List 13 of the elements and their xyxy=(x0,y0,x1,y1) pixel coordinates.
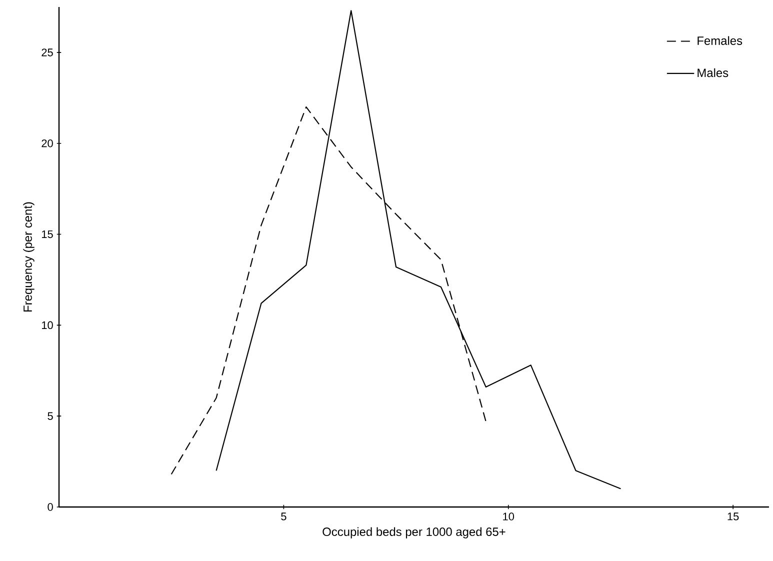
y-tick-label: 5 xyxy=(48,412,53,420)
x-tick-label: 5 xyxy=(281,512,286,520)
legend-label: Males xyxy=(698,68,728,78)
legend-label: Females xyxy=(698,36,742,45)
x-tick-label: 10 xyxy=(503,512,514,520)
x-tick-label: 15 xyxy=(728,512,739,520)
y-tick-label: 15 xyxy=(42,230,53,238)
y-tick-label: 25 xyxy=(42,48,53,56)
x-axis-title: Occupied beds per 1000 aged 65+ xyxy=(322,527,506,538)
y-tick-label: 10 xyxy=(42,321,53,330)
y-axis-title: Frequency (per cent) xyxy=(23,202,34,312)
y-tick-label: 0 xyxy=(48,503,53,511)
y-tick-label: 20 xyxy=(42,139,53,148)
